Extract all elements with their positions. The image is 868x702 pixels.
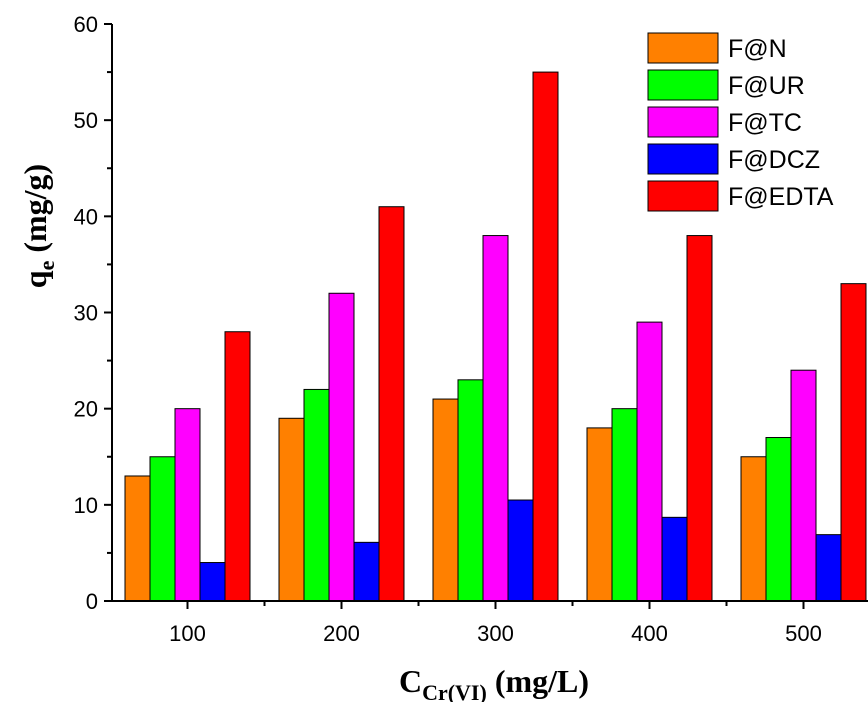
x-axis-title-unit: (mg/L) [487, 663, 589, 699]
bars-group [124, 71, 867, 602]
legend-label-F@UR: F@UR [728, 72, 805, 100]
bar-F@DCZ-300 [507, 499, 534, 602]
bar-F@TC-200 [328, 292, 355, 602]
bar-F@DCZ-500 [815, 534, 842, 602]
x-axis-title-sub: Cr(VI) [422, 680, 487, 702]
y-tick-label: 0 [86, 589, 98, 614]
bar-F@TC-500 [790, 369, 817, 602]
bar-F@N-100 [124, 475, 151, 602]
x-tick-label: 300 [477, 621, 514, 646]
bar-F@UR-100 [149, 456, 176, 602]
x-axis-title-main: C [399, 663, 422, 699]
bar-F@EDTA-200 [378, 206, 405, 602]
y-tick-label: 30 [74, 301, 98, 326]
bar-F@DCZ-100 [199, 562, 226, 602]
y-tick-label: 10 [74, 493, 98, 518]
x-tick-label: 400 [631, 621, 668, 646]
legend-swatch-F@EDTA [647, 180, 719, 212]
legend-label-F@TC: F@TC [728, 109, 802, 137]
bar-F@N-200 [278, 417, 305, 602]
legend-swatch-F@TC [647, 106, 719, 138]
axes-group: 0 10 20 30 40 50 60 100 200 300 400 500 [74, 12, 868, 646]
bar-F@DCZ-400 [661, 516, 688, 602]
y-axis-title-sub: e [34, 260, 59, 270]
bar-F@TC-100 [174, 408, 201, 602]
bar-F@N-300 [432, 398, 459, 602]
y-tick-label: 50 [74, 108, 98, 133]
bar-F@EDTA-100 [224, 331, 251, 602]
bar-F@TC-400 [636, 321, 663, 602]
x-tick-label: 100 [169, 621, 206, 646]
bar-F@UR-300 [457, 379, 484, 602]
y-axis-title-unit: (mg/g) [17, 164, 53, 261]
legend: F@N F@UR F@TC F@DCZ F@EDTA [647, 32, 834, 212]
bar-F@N-500 [740, 456, 767, 602]
legend-swatch-F@N [647, 32, 719, 64]
y-tick-label: 40 [74, 204, 98, 229]
x-tick-label: 200 [323, 621, 360, 646]
bar-F@N-400 [586, 427, 613, 602]
legend-swatch-F@DCZ [647, 143, 719, 175]
y-axis-title: qe (mg/g) [17, 164, 59, 288]
bar-F@EDTA-300 [532, 71, 559, 602]
x-tick-label: 500 [785, 621, 822, 646]
bar-F@EDTA-500 [840, 283, 867, 602]
bar-F@TC-300 [482, 235, 509, 602]
y-tick-label: 60 [74, 12, 98, 37]
bar-F@UR-400 [611, 408, 638, 602]
legend-label-F@EDTA: F@EDTA [728, 183, 834, 211]
bar-F@EDTA-400 [686, 235, 713, 602]
bar-F@DCZ-200 [353, 541, 380, 602]
y-axis-title-main: q [17, 270, 53, 288]
y-tick-label: 20 [74, 397, 98, 422]
x-axis-title: CCr(VI) (mg/L) [399, 663, 589, 702]
legend-label-F@N: F@N [728, 35, 787, 63]
bar-F@UR-200 [303, 388, 330, 602]
bar-F@UR-500 [765, 437, 792, 602]
legend-label-F@DCZ: F@DCZ [728, 146, 820, 174]
legend-swatch-F@UR [647, 69, 719, 101]
